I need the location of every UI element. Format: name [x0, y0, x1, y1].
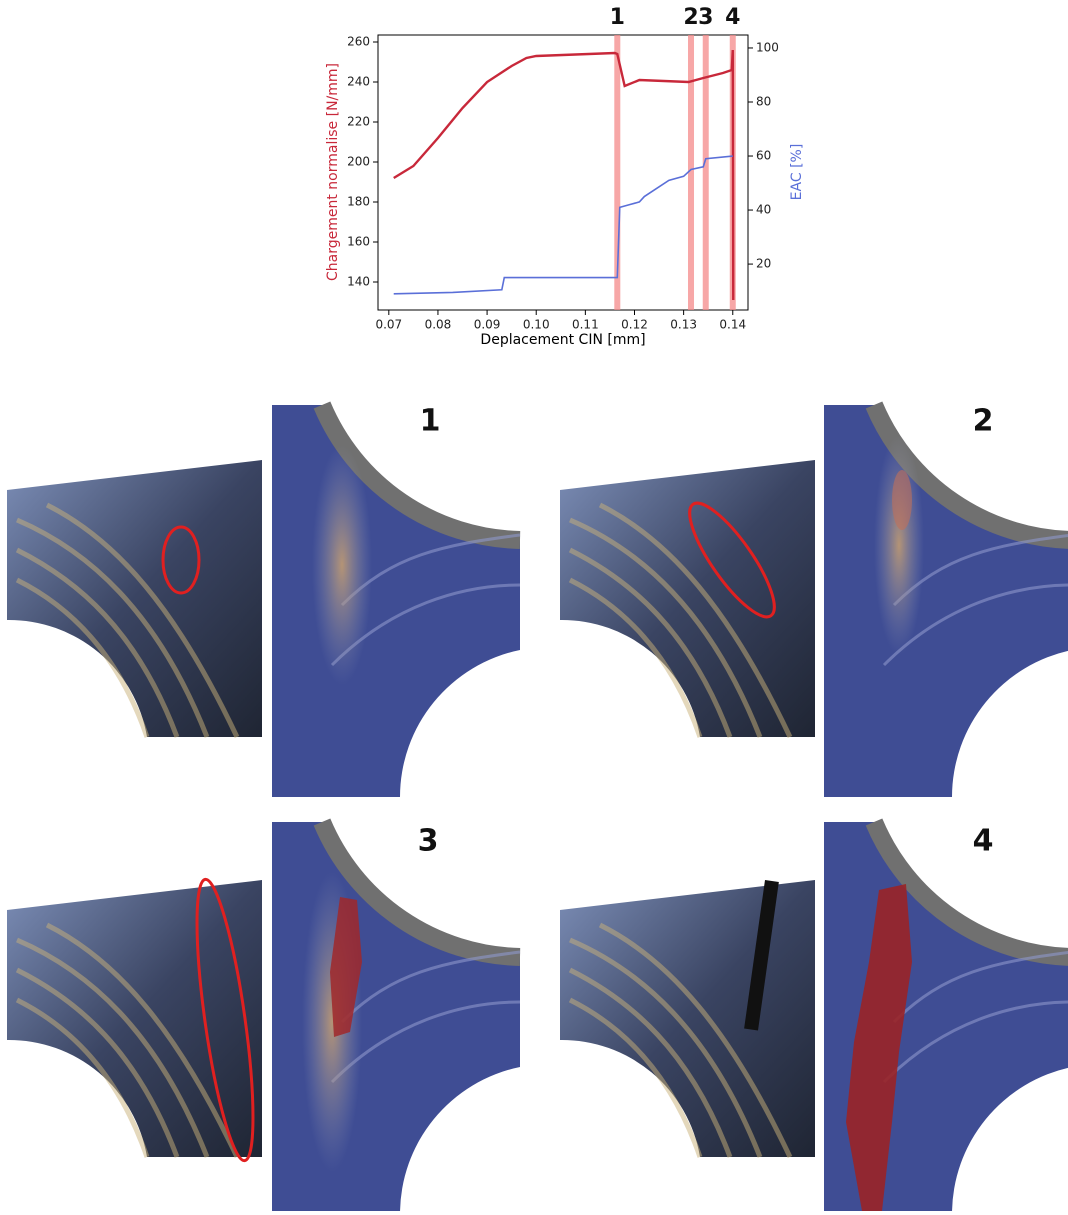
y2-tick-label: 80	[756, 94, 771, 108]
x-tick-label: 0.10	[523, 318, 550, 332]
y-axis-label: Chargement normalise [N/mm]	[325, 63, 341, 281]
marker-label: 1	[610, 5, 625, 30]
x-tick-label: 0.07	[375, 318, 402, 332]
marker-band	[702, 35, 709, 310]
dic-map	[824, 822, 1068, 1211]
y-tick-label: 180	[347, 195, 370, 209]
x-tick-label: 0.12	[621, 318, 648, 332]
y2-axis-label: EAC [%]	[789, 144, 805, 201]
x-tick-label: 0.14	[719, 318, 746, 332]
photo	[7, 877, 265, 1163]
plot-frame	[377, 34, 749, 311]
x-tick-label: 0.13	[670, 318, 697, 332]
marker-band	[688, 35, 695, 310]
data-line	[393, 49, 735, 301]
marker-label: 2	[683, 5, 698, 30]
y2-tick-label: 60	[756, 149, 771, 163]
panel-label: 4	[973, 824, 994, 859]
y-tick-label: 240	[347, 75, 370, 89]
dic-map	[272, 822, 520, 1211]
x-tick-label: 0.11	[572, 318, 599, 332]
photo	[560, 880, 815, 1157]
x-tick-label: 0.09	[474, 318, 501, 332]
photo	[7, 460, 262, 737]
y-tick-label: 160	[347, 235, 370, 249]
y-tick-label: 200	[347, 155, 370, 169]
panel-label: 1	[420, 404, 441, 439]
y-tick-label: 260	[347, 35, 370, 49]
data-line	[393, 155, 733, 295]
y-tick-label: 140	[347, 275, 370, 289]
y-tick-label: 220	[347, 115, 370, 129]
x-axis-label: Deplacement CIN [mm]	[480, 332, 645, 348]
panel-label: 2	[973, 404, 994, 439]
dic-map	[824, 405, 1068, 797]
y2-tick-label: 40	[756, 203, 771, 217]
photo	[560, 460, 815, 737]
x-tick-label: 0.08	[425, 318, 452, 332]
marker-label: 4	[725, 5, 740, 30]
dic-map	[272, 405, 520, 797]
panel-label: 3	[418, 824, 439, 859]
marker-band	[614, 35, 621, 310]
marker-label: 3	[698, 5, 713, 30]
y2-tick-label: 100	[756, 40, 779, 54]
y2-tick-label: 20	[756, 257, 771, 271]
